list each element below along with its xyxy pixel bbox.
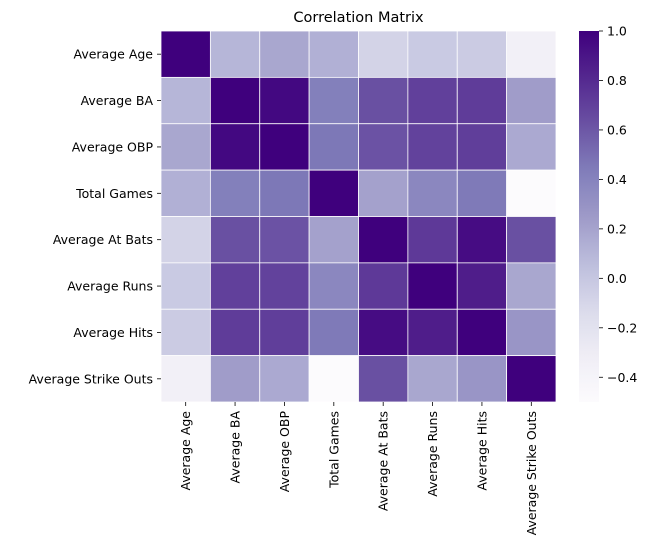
heatmap-cell xyxy=(456,30,508,78)
heatmap-cell xyxy=(209,123,261,171)
heatmap-cell xyxy=(160,76,211,125)
heatmap-cell xyxy=(160,216,211,264)
heatmap-cell xyxy=(308,76,359,125)
heatmap-cell xyxy=(456,76,508,125)
row-tick-label: Average BA xyxy=(81,93,154,108)
colorbar-tick-label: 0.4 xyxy=(607,172,627,187)
heatmap-cell xyxy=(456,169,508,217)
heatmap-cells xyxy=(160,30,557,403)
heatmap-cell xyxy=(358,355,409,403)
heatmap-cell xyxy=(160,30,211,78)
colorbar-tick-label: 0.6 xyxy=(607,122,627,137)
heatmap-cell xyxy=(308,308,359,357)
heatmap-cell xyxy=(407,169,458,217)
heatmap-cell xyxy=(259,262,310,310)
colorbar-tick-label: 0.2 xyxy=(607,221,627,236)
heatmap-cell xyxy=(506,169,557,217)
heatmap-cell xyxy=(456,123,508,171)
heatmap-cell xyxy=(209,308,261,357)
heatmap-cell xyxy=(506,262,557,310)
colorbar-tick-label: 0.0 xyxy=(607,271,627,286)
heatmap-cell xyxy=(506,76,557,125)
column-tick-label: Average OBP xyxy=(277,411,292,493)
heatmap-cell xyxy=(160,308,211,357)
row-tick-label: Average At Bats xyxy=(53,232,153,247)
heatmap-cell xyxy=(358,216,409,264)
colorbar-tick-label: −0.4 xyxy=(607,370,637,385)
heatmap-cell xyxy=(358,123,409,171)
heatmap-cell xyxy=(456,308,508,357)
heatmap-cell xyxy=(407,76,458,125)
chart-title: Correlation Matrix xyxy=(293,10,424,26)
heatmap-cell xyxy=(308,123,359,171)
heatmap-cell xyxy=(358,262,409,310)
column-tick-label: Average BA xyxy=(228,411,243,484)
heatmap-cell xyxy=(308,355,359,403)
heatmap-cell xyxy=(209,30,261,78)
heatmap-cell xyxy=(407,355,458,403)
column-tick-label: Average Age xyxy=(178,411,193,491)
row-tick-label: Average OBP xyxy=(72,139,154,154)
heatmap-cell xyxy=(407,216,458,264)
heatmap-cell xyxy=(506,123,557,171)
heatmap-cell xyxy=(209,355,261,403)
heatmap-cell xyxy=(259,76,310,125)
colorbar-ticks: −0.4 −0.2 0.0 0.2 0.4 0.6 0.8 1.0 xyxy=(599,24,637,385)
colorbar-tick-label: 1.0 xyxy=(607,24,627,39)
heatmap-cell xyxy=(506,216,557,264)
column-tick-labels: Average Age Average BA Average OBP Total Ga… xyxy=(178,402,539,535)
colorbar-tick-label: 0.8 xyxy=(607,73,627,88)
heatmap-cell xyxy=(506,308,557,357)
heatmap-cell xyxy=(209,216,261,264)
column-tick-label: Average At Bats xyxy=(376,411,391,511)
heatmap-cell xyxy=(259,216,310,264)
heatmap-cell xyxy=(358,169,409,217)
heatmap-cell xyxy=(160,262,211,310)
column-tick-label: Average Runs xyxy=(425,411,440,497)
heatmap-cell xyxy=(259,169,310,217)
heatmap-cell xyxy=(259,30,310,78)
heatmap-cell xyxy=(160,169,211,217)
heatmap-cell xyxy=(407,262,458,310)
row-tick-labels: Average Age Average BA Average OBP Total Ga… xyxy=(29,47,161,386)
column-tick-label: Total Games xyxy=(326,411,341,489)
heatmap-cell xyxy=(506,355,557,403)
heatmap-cell xyxy=(308,216,359,264)
heatmap-cell xyxy=(160,355,211,403)
heatmap-cell xyxy=(506,30,557,78)
heatmap-cell xyxy=(209,76,261,125)
heatmap-cell xyxy=(358,308,409,357)
heatmap-cell xyxy=(259,308,310,357)
heatmap-cell xyxy=(308,169,359,217)
heatmap-cell xyxy=(259,355,310,403)
heatmap-cell xyxy=(209,169,261,217)
column-tick-label: Average Hits xyxy=(474,411,489,491)
heatmap-cell xyxy=(407,308,458,357)
row-tick-label: Average Strike Outs xyxy=(29,371,153,386)
heatmap-cell xyxy=(308,30,359,78)
row-tick-label: Average Runs xyxy=(67,279,153,294)
heatmap-cell xyxy=(259,123,310,171)
colorbar-tick-label: −0.2 xyxy=(607,320,637,335)
heatmap-cell xyxy=(308,262,359,310)
heatmap-cell xyxy=(456,355,508,403)
heatmap-cell xyxy=(358,30,409,78)
row-tick-label: Average Age xyxy=(74,47,154,62)
heatmap-cell xyxy=(209,262,261,310)
heatmap-cell xyxy=(160,123,211,171)
heatmap-cell xyxy=(456,262,508,310)
colorbar xyxy=(579,31,599,402)
row-tick-label: Average Hits xyxy=(73,325,153,340)
heatmap-cell xyxy=(358,76,409,125)
heatmap-cell xyxy=(407,30,458,78)
row-tick-label: Total Games xyxy=(75,186,153,201)
column-tick-label: Average Strike Outs xyxy=(524,411,539,535)
heatmap-cell xyxy=(407,123,458,171)
heatmap-cell xyxy=(456,216,508,264)
